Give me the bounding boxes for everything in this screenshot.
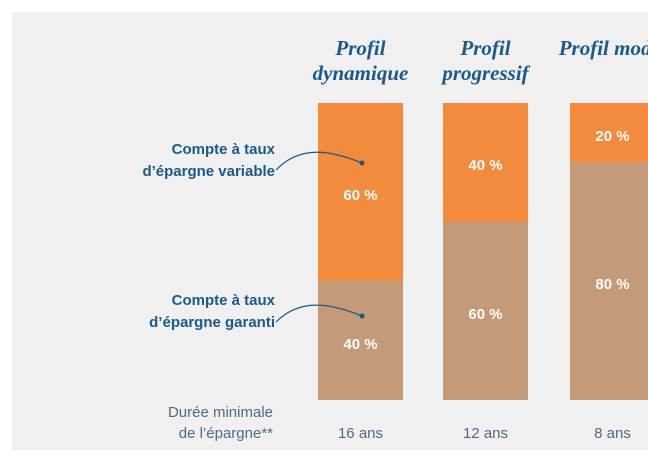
duration: 8 ans <box>594 425 631 442</box>
value-label: 40 % <box>468 157 503 175</box>
legend-entry: Compte à taux d’épargne variable <box>142 141 275 180</box>
category-header: Profil modéré <box>558 36 648 60</box>
leader-line <box>275 151 363 171</box>
legend-entry: Compte à taux d’épargne garanti <box>149 292 275 331</box>
bar-segment <box>570 162 648 400</box>
leader-dot <box>359 160 365 166</box>
leader-line <box>275 304 363 323</box>
duration: 16 ans <box>337 425 384 442</box>
bar-segment <box>570 103 648 163</box>
value-label: 80 % <box>595 276 630 294</box>
duration: 12 ans <box>462 425 509 442</box>
duration-label: Durée minimale de l’épargne** <box>167 404 273 442</box>
bar-segment <box>318 281 403 400</box>
bar-segment <box>443 221 528 400</box>
bar-segment <box>318 103 403 282</box>
value-label: 60 % <box>468 305 503 323</box>
value-label: 40 % <box>343 335 378 353</box>
value-label: 20 % <box>595 127 630 145</box>
bar-segment <box>443 103 528 222</box>
category-header: Profil dynamique <box>312 36 409 85</box>
value-label: 60 % <box>343 187 378 205</box>
category-header: Profil progressif <box>442 36 529 85</box>
leader-dot <box>359 313 365 319</box>
